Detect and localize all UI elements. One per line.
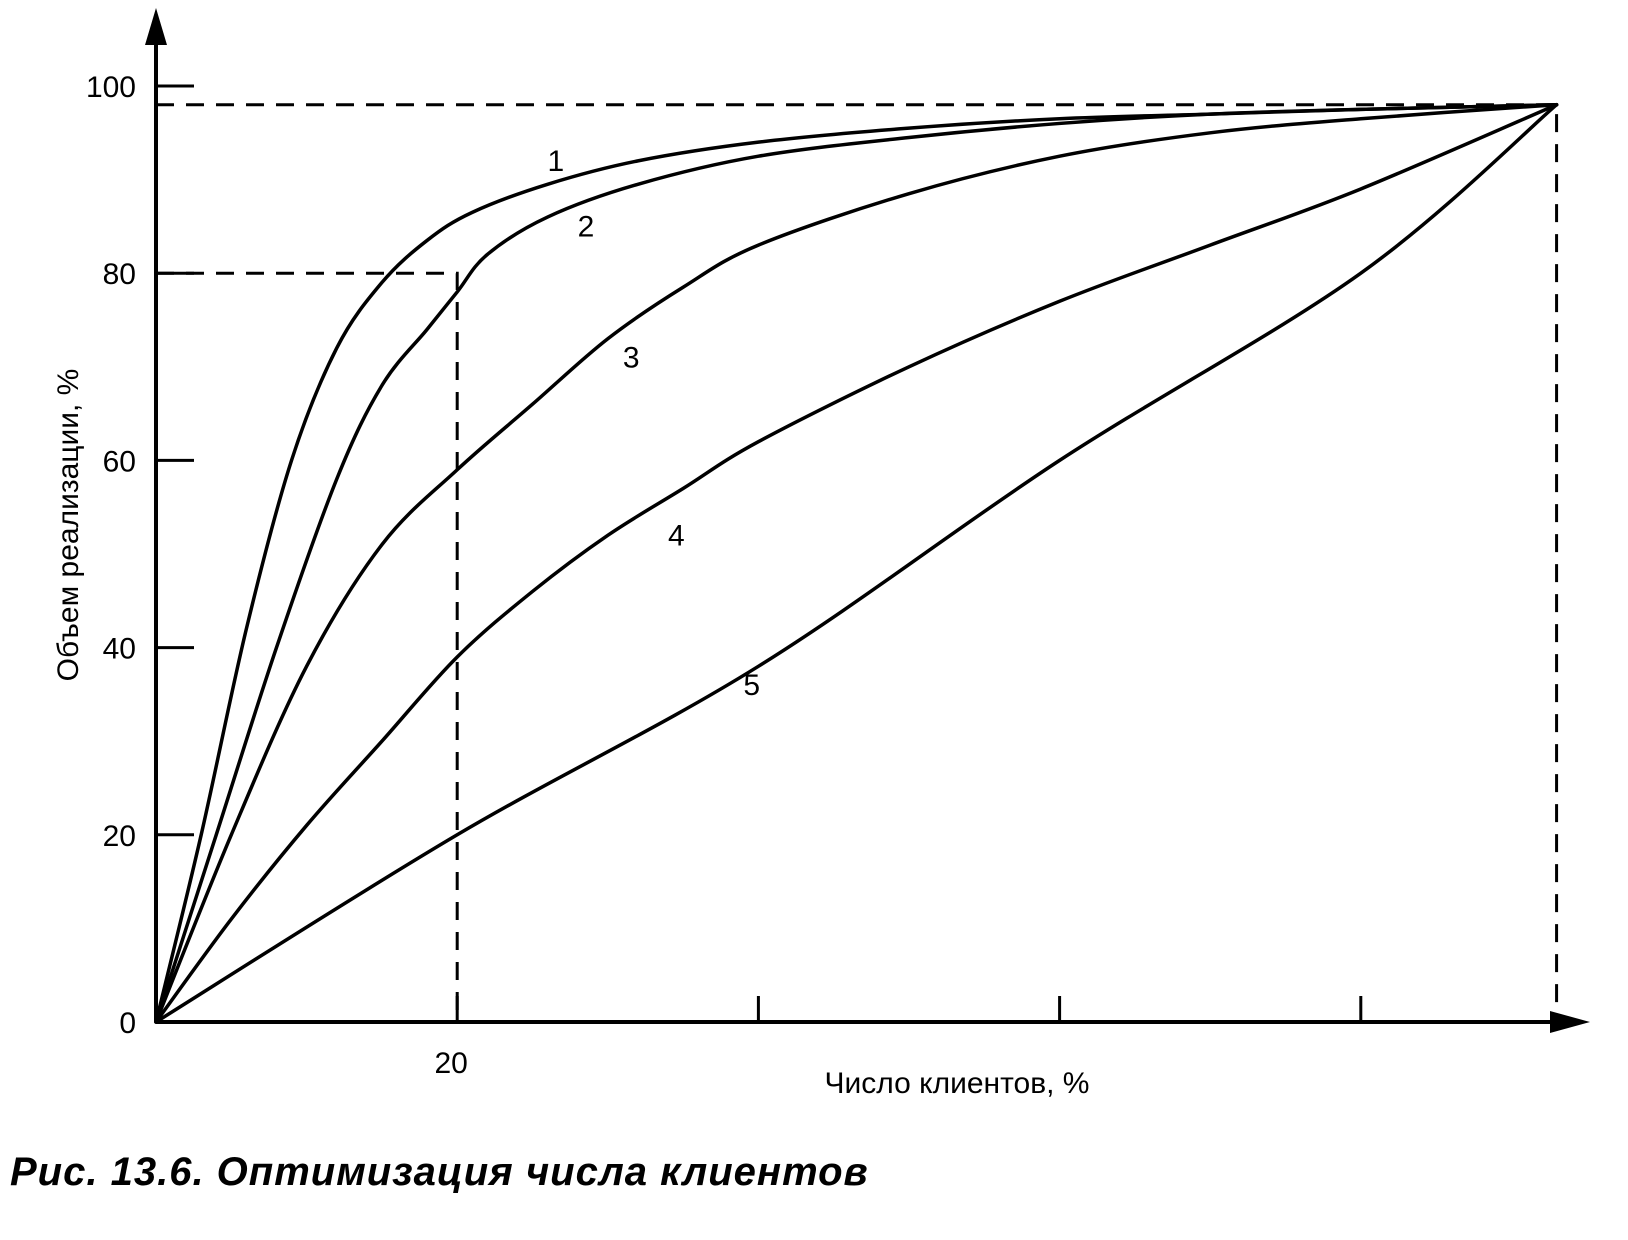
y-tick-label-60: 60 <box>103 445 136 478</box>
curve-label-2: 2 <box>578 210 595 243</box>
figure-caption: Рис. 13.6. Оптимизация числа клиентов <box>10 1150 869 1194</box>
curves <box>154 102 1559 1024</box>
y-tick-label-40: 40 <box>103 633 136 666</box>
reference-line-1 <box>156 271 459 1022</box>
reference-lines <box>156 103 1559 1022</box>
x-tick-label-20: 20 <box>435 1047 468 1080</box>
curve-4 <box>154 102 1559 1024</box>
y-tick-label-20: 20 <box>103 820 136 853</box>
y-tick-label-0: 0 <box>119 1007 136 1040</box>
reference-line-2 <box>156 103 1559 1022</box>
curve-labels: 12 3 4 5 <box>548 145 760 702</box>
curve-3 <box>154 102 1559 1024</box>
curve-label-1: 1 <box>548 145 565 178</box>
curve-2 <box>154 102 1559 1024</box>
curve-label-5: 5 <box>743 669 760 702</box>
curve-5 <box>154 102 1559 1024</box>
y-axis-label: Объем реализации, % <box>52 369 85 682</box>
axes <box>145 8 1590 1033</box>
tick-labels: 02040608010020100 <box>86 71 468 1080</box>
x-axis-label: Число клиентов, % <box>825 1067 1090 1100</box>
y-tick-label-100: 100 <box>86 71 136 104</box>
y-tick-label-80: 80 <box>103 258 136 291</box>
curve-label-4: 4 <box>668 519 685 552</box>
x-axis-arrow <box>1550 1011 1590 1033</box>
curve-label-3: 3 <box>623 341 640 374</box>
y-axis-arrow <box>145 8 167 45</box>
